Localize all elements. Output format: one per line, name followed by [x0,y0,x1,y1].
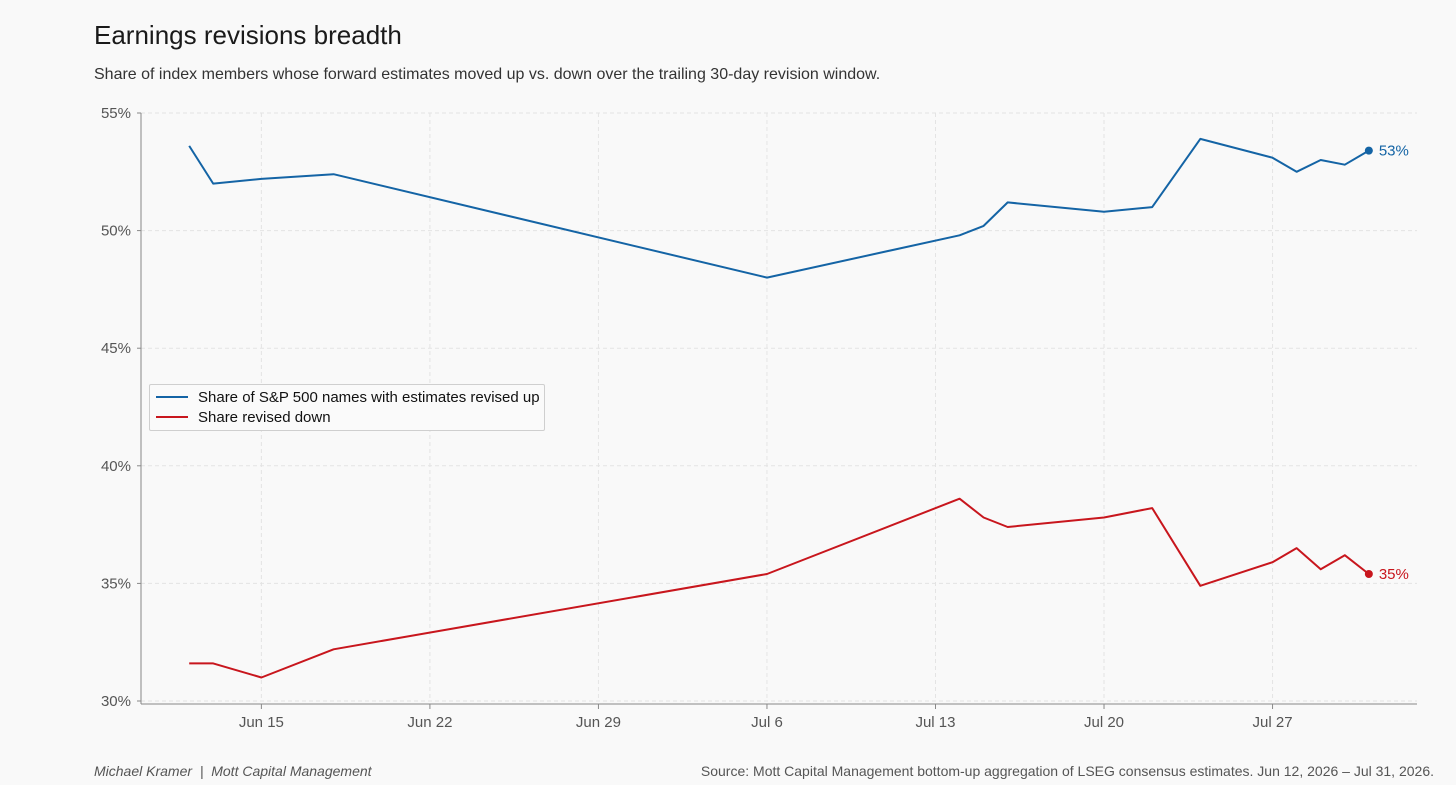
x-tick-label: Jun 22 [407,714,452,731]
x-tick-label: Jun 15 [239,714,284,731]
chart-credit: Michael Kramer | Mott Capital Management [94,763,372,779]
y-tick-label: 50% [101,223,131,240]
chart-source: Source: Mott Capital Management bottom-u… [700,763,1434,779]
author-name: Michael Kramer [94,763,193,779]
y-tick-label: 55% [101,105,131,122]
y-tick-label: 35% [101,575,131,592]
chart-legend: Share of S&P 500 names with estimates re… [149,384,545,431]
x-tick-label: Jul 20 [1084,714,1124,731]
legend-item-revised-down: Share revised down [156,407,331,427]
chart-title: Earnings revisions breadth [94,20,402,50]
x-tick-label: Jul 27 [1253,714,1293,731]
series-line-revised-down [189,497,1370,679]
org-name: Mott Capital Management [211,763,372,779]
credit-separator: | [199,763,204,779]
x-tick-label: Jun 29 [576,714,621,731]
x-tick-label: Jul 6 [751,714,783,731]
series-end-marker-revised-up [1364,146,1373,155]
y-tick-label: 45% [101,340,131,357]
y-tick-label: 40% [101,458,131,475]
y-tick-label: 30% [101,693,131,710]
legend-swatch-revised-up [156,396,188,398]
chart-subtitle: Share of index members whose forward est… [94,66,881,83]
legend-item-revised-up: Share of S&P 500 names with estimates re… [156,387,540,407]
series-line-revised-up [188,137,1370,279]
series-end-marker-revised-down [1364,569,1373,578]
x-tick-label: Jul 13 [915,714,955,731]
legend-label-revised-down: Share revised down [198,408,331,426]
legend-swatch-revised-down [156,416,188,418]
series-end-label-revised-down: 35% [1379,566,1409,583]
series-end-label-revised-up: 53% [1379,143,1409,160]
legend-label-revised-up: Share of S&P 500 names with estimates re… [198,388,540,406]
